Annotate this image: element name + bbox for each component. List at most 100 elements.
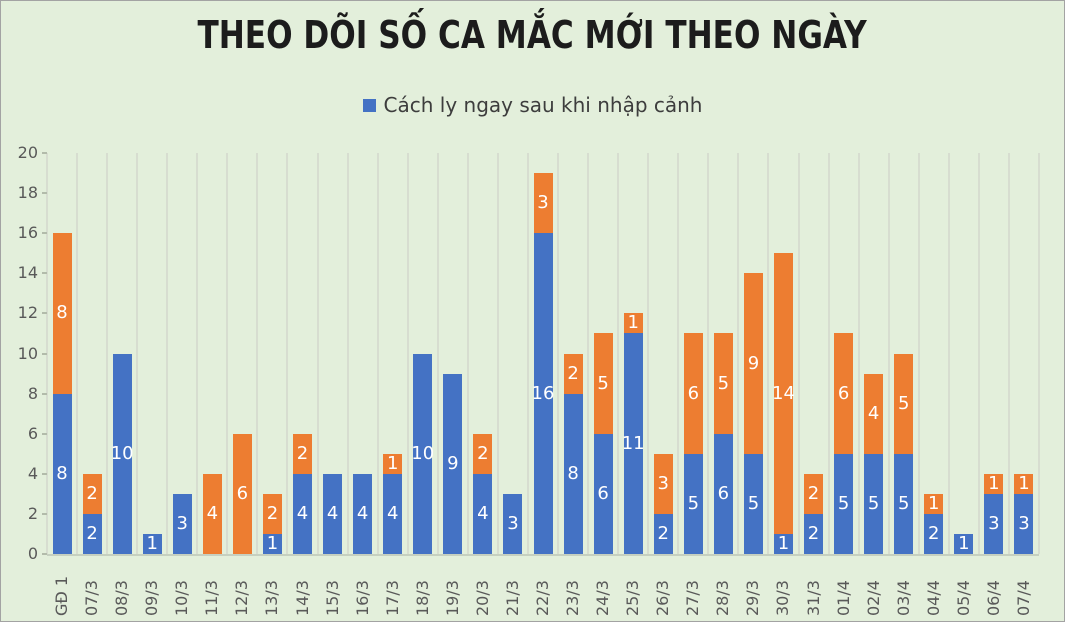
bar-segment-blue	[82, 513, 102, 554]
gridline	[496, 153, 499, 554]
bar-label-orange: 3	[657, 472, 669, 494]
legend-swatch-blue	[362, 98, 376, 112]
x-tick-label: 11/3	[202, 580, 222, 616]
bar-label-blue: 1	[777, 532, 790, 554]
bar-label-blue: 4	[386, 502, 399, 524]
bar-segment-blue	[52, 393, 72, 554]
bar-label-orange: 6	[687, 382, 700, 404]
y-axis-tick	[42, 432, 47, 435]
bar-segment-blue	[142, 533, 162, 554]
x-tick-label: 05/4	[953, 580, 973, 616]
bar-label-blue: 5	[867, 492, 880, 514]
x-tick-label: 04/4	[923, 580, 943, 616]
bar-segment-blue	[473, 473, 493, 554]
gridline	[887, 153, 890, 554]
gridline	[376, 153, 379, 554]
bar-segment-blue	[112, 353, 132, 554]
bar-segment-orange	[293, 433, 312, 474]
bar-segment-orange	[262, 493, 282, 534]
bar-label-blue: 10	[411, 442, 435, 464]
bar-label-blue: 3	[1018, 512, 1030, 534]
bar-segment-orange	[683, 333, 703, 454]
bar-label-orange: 5	[717, 372, 730, 394]
bar-label-orange: 5	[597, 372, 609, 394]
gridline	[827, 153, 830, 554]
bar-label-orange: 6	[236, 482, 249, 504]
x-tick-label: 26/3	[653, 580, 673, 616]
y-axis-tick	[42, 392, 47, 395]
gridline	[226, 153, 229, 554]
gridline	[617, 153, 620, 554]
bar-label-orange: 2	[477, 442, 489, 464]
x-tick-label: 21/3	[502, 580, 522, 616]
bar-segment-blue	[954, 533, 974, 554]
gridline	[737, 153, 740, 554]
bar-segment-blue	[743, 453, 763, 554]
x-tick-label: 06/4	[983, 580, 1003, 616]
bar-label-blue: 2	[657, 522, 669, 544]
bar-label-blue: 11	[621, 432, 645, 454]
x-tick-label: 23/3	[563, 580, 583, 616]
bar-segment-blue	[713, 433, 733, 554]
x-tick-label: 10/3	[172, 580, 192, 616]
bar-label-orange: 2	[296, 442, 309, 464]
bar-label-blue: 6	[597, 482, 609, 504]
x-tick-label: 25/3	[623, 580, 643, 616]
gridline	[1007, 153, 1010, 554]
x-tick-label: 20/3	[472, 580, 492, 616]
x-tick-label: 09/3	[142, 580, 162, 616]
bar-segment-orange	[623, 313, 643, 334]
x-tick-label: 29/3	[743, 580, 763, 616]
bar-segment-blue	[262, 533, 282, 554]
bar-label-blue: 16	[531, 382, 555, 404]
gridline	[46, 153, 48, 554]
gridline	[436, 153, 439, 554]
bar-label-orange: 4	[867, 402, 880, 424]
y-tick-label: 16	[17, 223, 38, 243]
bar-label-blue: 8	[56, 462, 68, 484]
y-axis-tick	[42, 152, 47, 154]
gridline	[346, 153, 349, 554]
gridline	[106, 153, 109, 554]
bar-segment-blue	[683, 453, 703, 554]
x-tick-label: 19/3	[442, 580, 462, 616]
y-tick-label: 6	[27, 423, 38, 443]
x-tick-label: 02/4	[863, 580, 883, 616]
bar-label-orange: 1	[988, 472, 1000, 494]
bar-label-blue: 1	[958, 532, 970, 554]
y-tick-label: 8	[27, 383, 38, 403]
bar-segment-blue	[353, 473, 373, 554]
bar-segment-orange	[563, 353, 583, 394]
bar-label-blue: 4	[477, 502, 489, 524]
x-tick-label: 01/4	[833, 580, 853, 616]
bar-segment-orange	[593, 333, 613, 434]
bar-segment-blue	[172, 493, 192, 554]
gridline	[917, 153, 920, 554]
bar-segment-orange	[924, 493, 944, 514]
x-tick-label: 08/3	[112, 580, 132, 616]
bar-segment-orange	[864, 373, 884, 454]
gridline	[767, 153, 770, 554]
gridline	[466, 153, 469, 554]
gridline	[76, 153, 79, 554]
bar-segment-orange	[82, 473, 102, 514]
x-tick-label: 24/3	[593, 580, 613, 616]
y-axis-tick	[42, 352, 47, 355]
y-axis-tick	[42, 553, 47, 555]
x-tick-label: 14/3	[292, 580, 312, 616]
y-tick-label: 10	[17, 343, 38, 363]
x-tick-label: 30/3	[773, 580, 793, 616]
bar-segment-orange	[834, 333, 854, 454]
bar-label-blue: 2	[86, 522, 98, 544]
y-axis-tick	[42, 272, 47, 275]
bar-label-orange: 14	[772, 382, 795, 404]
bar-segment-blue	[413, 353, 433, 554]
bar-segment-blue	[924, 513, 944, 554]
bar-label-blue: 5	[747, 492, 760, 514]
bar-segment-blue	[503, 493, 523, 554]
x-tick-label: 07/3	[82, 580, 102, 616]
bar-label-orange: 1	[928, 492, 940, 514]
bar-label-orange: 1	[386, 452, 399, 474]
